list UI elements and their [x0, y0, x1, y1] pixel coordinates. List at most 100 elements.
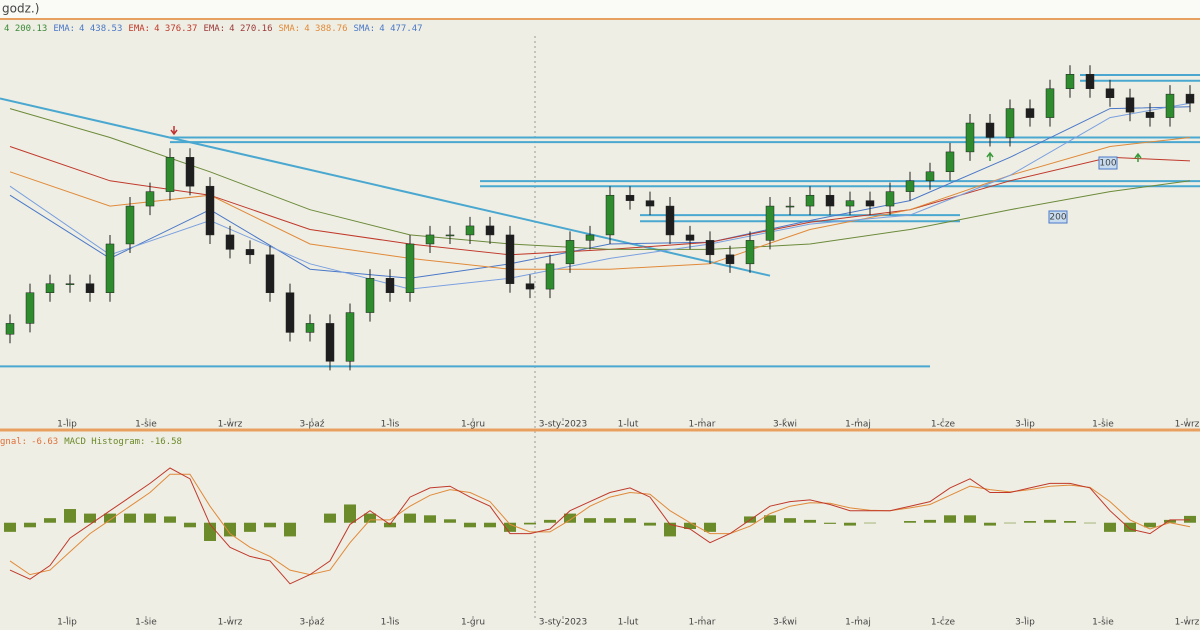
macd-panel: gnal: -6.63 MACD Histogram: -16.58 1-lip 1-si…	[0, 437, 1200, 628]
histogram-bar	[424, 515, 436, 523]
histogram-bar	[484, 522, 496, 528]
histogram-bar	[924, 519, 936, 523]
x-tick-label: 3-kwi	[773, 420, 797, 430]
candle-body	[485, 225, 495, 236]
histogram-bar	[64, 509, 76, 523]
x-tick-label: 1-lut	[618, 420, 639, 430]
legend-value: 4 438.53	[79, 24, 122, 34]
histogram-bar	[1004, 522, 1016, 524]
legend: 4 200.13 EMA: 4 438.53 EMA: 4 376.37 EMA: 4 27…	[4, 24, 423, 34]
histogram-bar	[704, 522, 716, 532]
badge-label: 200	[1049, 213, 1066, 223]
x-tick-label: 1-wrz	[1175, 618, 1200, 628]
x-tick-label: 1-cze	[931, 420, 956, 430]
x-tick-label: 1-sie	[135, 420, 157, 430]
candle-body	[145, 191, 155, 207]
candle-body	[25, 292, 35, 324]
window-title: godz.)	[2, 2, 39, 16]
histogram-bar	[1144, 522, 1156, 528]
candle-body	[1085, 74, 1095, 89]
legend-value: -16.58	[149, 437, 182, 447]
histogram-bar	[284, 522, 296, 537]
legend-name: EMA:	[128, 24, 150, 34]
x-tick-label: 1-mar	[689, 420, 716, 430]
x-tick-label: 1-lut	[618, 618, 639, 628]
histogram-bar	[604, 518, 616, 523]
histogram-bar	[144, 513, 156, 523]
histogram-bar	[1104, 522, 1116, 532]
legend-name: EMA:	[53, 24, 75, 34]
badge	[1048, 210, 1068, 224]
candle-body	[205, 185, 215, 236]
legend-name: gnal:	[0, 437, 27, 447]
x-tick-label: 3-paź	[300, 420, 325, 430]
x-tick-label: 1-lip	[57, 420, 77, 430]
histogram-bar	[524, 522, 536, 525]
candle-body	[125, 205, 135, 245]
histogram-bar	[624, 518, 636, 523]
legend-name: EMA:	[203, 24, 225, 34]
histogram-bar	[1164, 519, 1176, 523]
histogram-bar	[764, 515, 776, 523]
candle-body	[185, 157, 195, 187]
candle-body	[365, 278, 375, 313]
legend-value: 4 270.16	[229, 24, 272, 34]
candle-body	[345, 312, 355, 362]
x-tick-label: 3-kwi	[773, 618, 797, 628]
price-panel: 4 200.13 EMA: 4 438.53 EMA: 4 376.37 EMA: 4 27…	[0, 24, 1200, 430]
candle-body	[545, 263, 555, 290]
histogram-bar	[244, 522, 256, 532]
histogram-bar	[404, 513, 416, 523]
candle-body	[525, 283, 535, 290]
x-tick-label: 1-lip	[57, 618, 77, 628]
candle-body	[825, 194, 835, 207]
moving-average	[9, 108, 1191, 250]
candle-body	[965, 122, 975, 153]
candle-body	[645, 200, 655, 207]
x-tick-label: 1-sie	[1092, 420, 1114, 430]
candle-body	[1185, 93, 1195, 104]
candle-body	[905, 180, 915, 192]
histogram-bar	[944, 515, 956, 523]
legend-name: MACD Histogram:	[64, 437, 145, 447]
histogram-bar	[864, 522, 876, 524]
x-tick-label: 3-sty-2023	[539, 618, 588, 628]
histogram-bar	[1084, 522, 1096, 524]
histogram-bar	[984, 522, 996, 526]
candle-body	[745, 240, 755, 265]
x-tick-label: 3-paź	[300, 618, 325, 628]
histogram-bar	[584, 518, 596, 523]
x-tick-label: 1-lis	[381, 420, 400, 430]
title-bar	[0, 0, 1200, 18]
histogram-bar	[964, 515, 976, 523]
candle-body	[925, 171, 935, 182]
legend-name: SMA:	[279, 24, 301, 34]
histogram-bar	[1024, 521, 1036, 523]
candle-body	[1005, 108, 1015, 138]
histogram-bar	[684, 522, 696, 530]
candle-body	[1045, 88, 1055, 118]
histogram-bar	[104, 513, 116, 523]
histogram-bar	[1184, 515, 1196, 523]
legend-value: -6.63	[31, 437, 58, 447]
legend-value: 4 388.76	[304, 24, 347, 34]
candle-body	[565, 240, 575, 265]
candle-body	[725, 254, 735, 265]
candle-body	[705, 240, 715, 256]
candle-body	[685, 234, 695, 241]
candle-body	[1065, 74, 1075, 89]
candle-body	[265, 254, 275, 293]
candle-body	[845, 200, 855, 207]
badge	[1098, 156, 1118, 170]
histogram-bar	[1124, 522, 1136, 532]
legend-value: 4 200.13	[4, 24, 47, 34]
histogram-bar	[804, 519, 816, 523]
x-tick-label: 1-wrz	[1175, 420, 1200, 430]
candle-body	[1125, 97, 1135, 113]
histogram-bar	[124, 513, 136, 523]
candle-body	[605, 194, 615, 236]
histogram-bar	[204, 522, 216, 541]
candle-body	[505, 234, 515, 284]
histogram-bar	[824, 522, 836, 524]
candle-body	[785, 205, 795, 208]
